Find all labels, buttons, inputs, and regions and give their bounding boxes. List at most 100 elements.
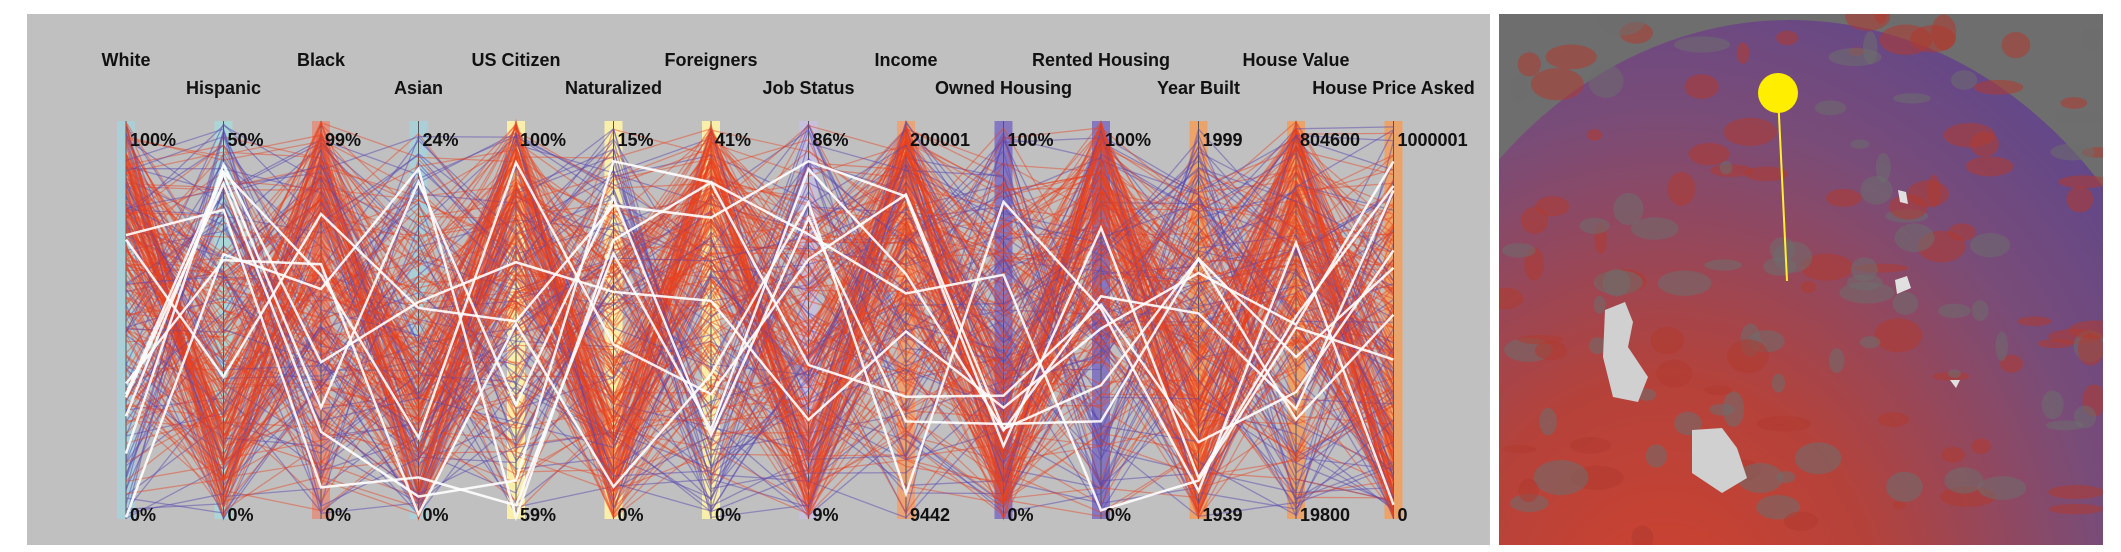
map-blotch [1535,196,1570,217]
axis-name[interactable]: Naturalized [565,78,662,98]
axis-name[interactable]: Black [297,50,346,70]
record-line [125,129,1394,507]
highlighted-line[interactable] [125,199,1395,518]
record-line [125,135,1394,467]
axis-name[interactable]: Rented Housing [1032,50,1170,70]
record-line [125,147,1394,520]
record-line [125,196,1394,482]
map-blotch [1674,411,1702,436]
record-line [125,133,1394,519]
record-line [125,165,1395,475]
axis-name[interactable]: Asian [394,78,443,98]
axis-max-label: 24% [423,130,459,150]
axis-name[interactable]: Owned Housing [935,78,1072,98]
map-blotch [1509,73,1529,104]
axis-min-label: 0% [1008,505,1034,525]
record-line [125,172,1395,506]
axis-name[interactable]: US Citizen [471,50,560,70]
highlighted-line[interactable] [124,159,1394,512]
map-blotch [1877,412,1910,428]
axis-min-label: 0 [1398,505,1408,525]
map-blotch [1965,156,2014,177]
record-line [125,136,1394,475]
record-line [125,134,1395,519]
map-blotch [1850,139,1870,149]
highlighted-line[interactable] [124,170,1395,439]
map-blotch [1951,70,1978,90]
axis-name[interactable]: White [102,50,151,70]
map-blotch [1736,42,1750,64]
map-blotch [1828,348,1845,373]
map-blotch [1674,36,1731,53]
record-line [125,124,1394,446]
axis-min-label: 59% [520,505,556,525]
map-blotch [1656,359,1693,388]
record-line [125,152,1394,513]
map-blotch [1613,192,1644,226]
map-blotch [1501,243,1536,258]
record-line [125,126,1395,471]
axis-max-label: 200001 [910,130,970,150]
record-line [125,138,1395,516]
map-blotch [1977,476,2027,500]
map-blotch [1850,257,1878,282]
map-blotch [1737,462,1784,493]
map-blotch [1719,160,1733,175]
axis-max-label: 1000001 [1398,130,1468,150]
map-blotch [1771,373,1786,393]
map-blotch [1684,74,1719,99]
map-blotch [1569,437,1612,454]
axis-name[interactable]: Foreigners [664,50,757,70]
map-blotch [2080,26,2103,53]
map-blotch [2017,316,2052,327]
axis-name[interactable]: Hispanic [186,78,261,98]
record-line [125,130,1395,507]
map-blotch [1938,303,1971,319]
record-line [125,142,1395,470]
record-line [125,147,1395,519]
map-blotch [1517,52,1541,77]
highlighted-line[interactable] [125,166,1395,507]
record-line [125,120,1394,504]
record-line [125,132,1394,487]
record-line [125,163,1395,513]
record-line [125,129,1395,492]
record-line [125,128,1394,501]
record-line [125,173,1395,512]
map-blotch [1971,300,1989,321]
map-blotch [1970,232,2011,258]
highlighted-line[interactable] [124,159,1395,481]
map-blotch [1518,478,1539,503]
record-line [125,140,1394,518]
map-gap [1692,428,1747,493]
axis-name[interactable]: Income [874,50,937,70]
record-line [125,152,1395,505]
record-line [125,126,1394,481]
record-line [125,181,1394,505]
record-line [125,135,1394,517]
map-blotch [2048,485,2103,500]
map-blotch [1579,217,1610,234]
axis-name[interactable]: Year Built [1157,78,1240,98]
map-blotch [1650,326,1685,355]
map-blotch [1859,336,1881,349]
map-blotch [1948,369,1961,378]
map-blotch [1776,30,1798,46]
map-gap [1895,190,1960,388]
map-blotch [1927,174,1941,208]
axis-name[interactable]: Job Status [762,78,854,98]
axis-name[interactable]: House Value [1242,50,1349,70]
map-blotch [1602,268,1631,297]
axis-min-label: 0% [1105,505,1131,525]
highlighted-line[interactable] [124,160,1395,455]
map-blotch [1892,500,1906,510]
probe-marker[interactable] [1758,73,1798,113]
map-blotch [1763,257,1797,276]
record-line [125,141,1394,521]
map-blotch [2045,420,2084,431]
record-line [125,148,1395,512]
record-line [125,130,1395,490]
map-blotch [2041,390,2064,420]
highlighted-line[interactable] [124,166,1395,522]
axis-name[interactable]: House Price Asked [1312,78,1474,98]
